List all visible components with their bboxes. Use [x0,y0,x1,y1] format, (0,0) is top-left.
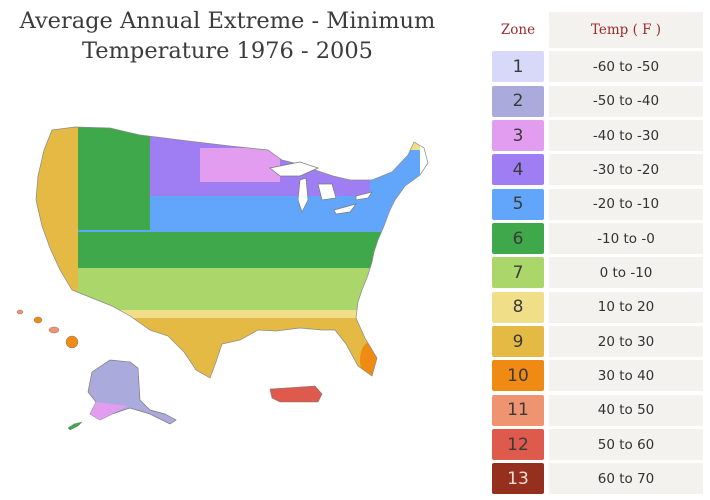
legend-row: 4 -30 to -20 [492,154,706,186]
temp-range: -60 to -50 [549,51,703,83]
temp-range: -50 to -40 [549,85,703,117]
legend-row: 13 60 to 70 [492,463,706,495]
alaska [67,359,177,431]
legend-row: 8 10 to 20 [492,291,706,323]
us-outline [35,126,429,379]
zone-swatch: 4 [492,154,544,186]
legend-row: 12 50 to 60 [492,429,706,461]
zone-swatch: 3 [492,120,544,152]
zone-6-region [36,232,420,268]
zone-swatch: 12 [492,429,544,461]
lake-michigan [297,177,309,213]
zone-legend: Zone Temp ( F ) 1 -60 to -50 2 -50 to -40 3-… [492,12,706,495]
legend-header: Zone Temp ( F ) [492,12,706,48]
northeast-region [370,150,420,220]
lake-erie [333,203,357,215]
zone-swatch: 5 [492,188,544,220]
legend-row: 6 -10 to -0 [492,223,706,255]
zone-3-region [200,148,280,182]
puerto-rico [269,385,323,403]
legend-rows: 1 -60 to -50 2 -50 to -40 3 -40 to -30 4 -30 to… [492,51,706,495]
hawaii-island-maui [48,326,60,334]
lake-superior [269,161,319,177]
zone-swatch: 7 [492,257,544,289]
legend-row: 3 -40 to -30 [492,120,706,152]
temp-header: Temp ( F ) [549,12,703,48]
zone-swatch: 9 [492,326,544,358]
zone-header: Zone [500,22,536,38]
hawaii-island-big-island [65,335,79,349]
zone-swatch: 13 [492,463,544,495]
great-lakes [269,161,373,215]
legend-row: 11 40 to 50 [492,394,706,426]
florida-tip-region [360,342,380,378]
temp-range: 10 to 20 [549,291,703,323]
temp-range: -20 to -10 [549,188,703,220]
alaska-southwest [90,402,128,420]
aleutian-islands [67,421,83,431]
zone-swatch: 2 [492,85,544,117]
lake-ontario [355,191,373,201]
hawaii [16,309,79,349]
zone-7-region [36,268,420,310]
zone-swatch: 6 [492,223,544,255]
map-title: Average Annual Extreme - Minimum Tempera… [0,6,455,66]
hawaii-island-kauai [16,309,24,315]
legend-row: 1 -60 to -50 [492,51,706,83]
temp-range: 40 to 50 [549,394,703,426]
zone-swatch: 1 [492,51,544,83]
hardiness-zone-map [0,100,480,500]
temp-range: 0 to -10 [549,257,703,289]
temp-range: 50 to 60 [549,429,703,461]
temp-range: -40 to -30 [549,120,703,152]
zone-swatch: 11 [492,394,544,426]
zone-9-region [36,318,420,378]
temp-range: 30 to 40 [549,360,703,392]
title-line-1: Average Annual Extreme - Minimum [19,8,436,34]
pacific-coast-region [36,127,78,300]
legend-row: 10 30 to 40 [492,360,706,392]
title-line-2: Temperature 1976 - 2005 [82,38,373,64]
legend-row: 2 -50 to -40 [492,85,706,117]
hawaii-island-oahu [33,316,43,324]
zone-swatch: 8 [492,291,544,323]
zone-swatch: 10 [492,360,544,392]
temp-range: 20 to 30 [549,326,703,358]
lake-huron [317,183,337,201]
legend-row: 9 20 to 30 [492,326,706,358]
temp-range: -10 to -0 [549,223,703,255]
temp-range: 60 to 70 [549,463,703,495]
usa-map-svg [16,126,429,431]
legend-row: 5 -20 to -10 [492,188,706,220]
temp-range: -30 to -20 [549,154,703,186]
